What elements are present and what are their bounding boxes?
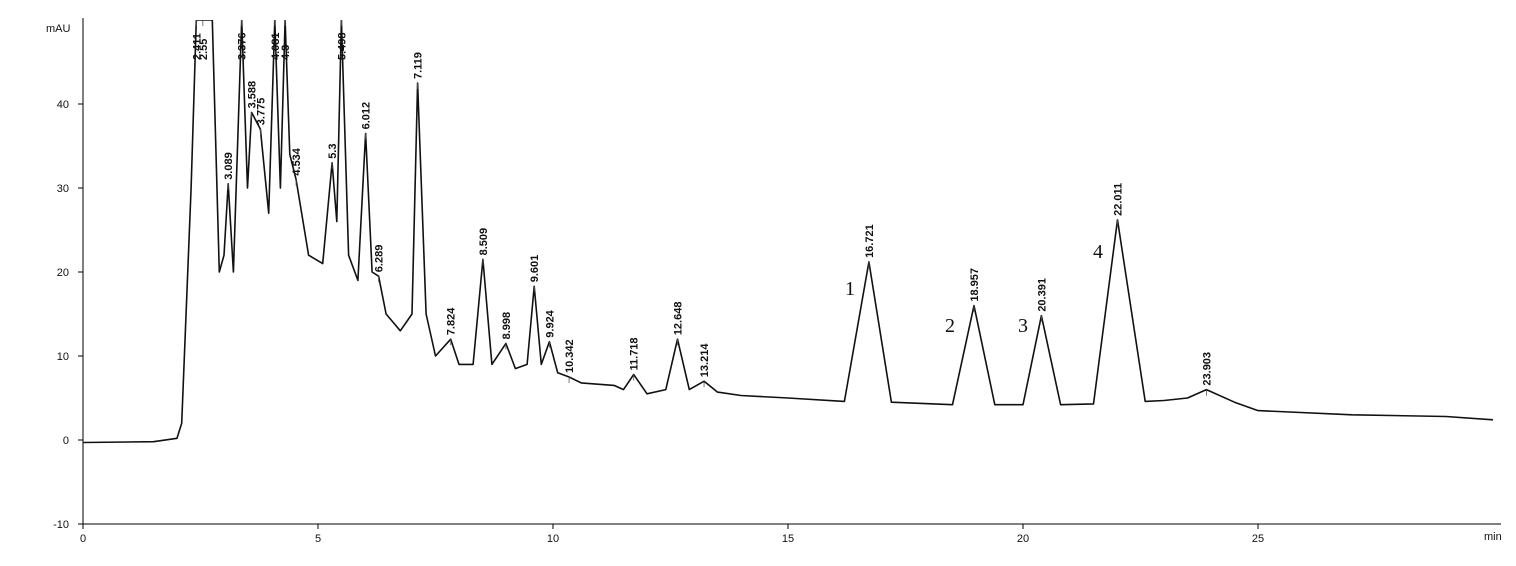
peak-label: 7.824 xyxy=(446,307,458,335)
peak-label: 3.089 xyxy=(223,152,235,180)
y-tick-label: 0 xyxy=(63,435,69,447)
peak-label: 5.498 xyxy=(336,32,348,60)
x-axis-label: min xyxy=(1484,531,1502,543)
compound-annotation: 4 xyxy=(1093,241,1103,263)
peak-label: 6.012 xyxy=(361,102,373,130)
peak-label: 5.3 xyxy=(327,144,339,159)
compound-annotation: 3 xyxy=(1018,315,1028,337)
y-axis-label: mAU xyxy=(46,23,71,35)
peak-label: 9.601 xyxy=(529,255,541,283)
compound-annotation: 2 xyxy=(945,315,955,337)
y-tick-label: -10 xyxy=(53,519,69,531)
x-tick-label: 5 xyxy=(315,533,321,545)
peak-label: 4.534 xyxy=(291,147,303,175)
x-tick-label: 0 xyxy=(80,533,86,545)
peak-label: 10.342 xyxy=(564,339,576,373)
peak-label: 3.376 xyxy=(237,32,249,60)
peak-label: 22.011 xyxy=(1113,183,1125,216)
compound-annotation: 1 xyxy=(845,278,855,300)
peak-label: 11.718 xyxy=(629,337,641,370)
peak-label: 23.903 xyxy=(1201,352,1213,386)
peak-label: 18.957 xyxy=(969,268,981,302)
x-tick-label: 15 xyxy=(782,533,794,545)
peak-label: 3.775 xyxy=(255,98,267,126)
peak-label: 2.55 xyxy=(198,39,210,60)
peak-label: 12.648 xyxy=(672,302,684,336)
signal-trace xyxy=(83,20,1493,443)
peak-label: 4.3 xyxy=(280,45,292,60)
peak-label: 13.214 xyxy=(699,343,711,378)
peak-label: 8.998 xyxy=(501,312,513,340)
x-tick-label: 25 xyxy=(1252,533,1264,545)
peak-label: 6.289 xyxy=(374,245,386,273)
y-tick-label: 30 xyxy=(57,183,69,195)
y-tick-label: 20 xyxy=(57,267,69,279)
chart: mAU min -1001020304005101520252.4112.553… xyxy=(0,0,1516,566)
y-tick-label: 40 xyxy=(57,99,69,111)
peak-label: 16.721 xyxy=(864,224,876,258)
x-tick-label: 20 xyxy=(1017,533,1029,545)
x-tick-label: 10 xyxy=(547,533,559,545)
peak-label: 7.119 xyxy=(413,52,425,79)
peak-label: 8.509 xyxy=(478,228,490,256)
peak-label: 20.391 xyxy=(1036,278,1048,312)
y-tick-label: 10 xyxy=(57,351,69,363)
peak-label: 9.924 xyxy=(544,309,556,337)
